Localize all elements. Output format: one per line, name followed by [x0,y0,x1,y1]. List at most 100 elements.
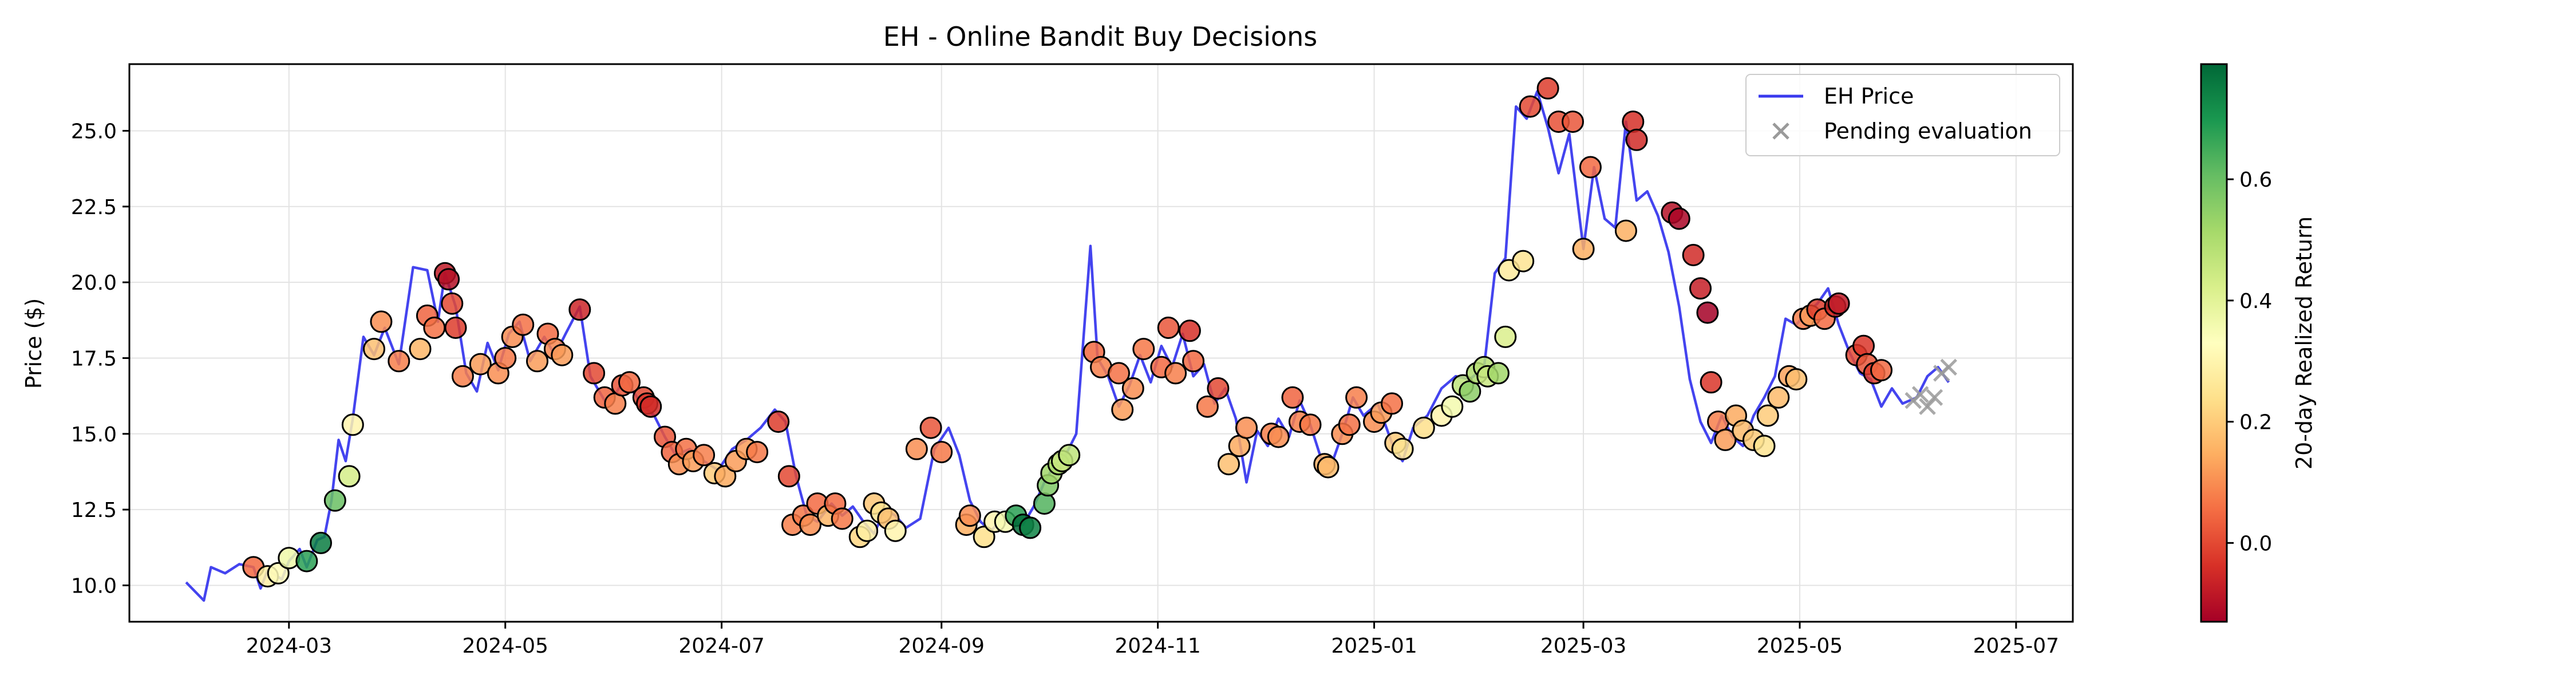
buy-marker [1281,386,1304,409]
buy-marker [1512,250,1535,273]
x-tick-label: 2024-11 [1115,634,1200,658]
buy-marker [1182,350,1205,373]
colorbar-tick-label: 0.6 [2239,168,2272,192]
colorbar-label: 20-day Realized Return [2291,216,2317,469]
legend-pending-x-swatch [1772,123,1789,140]
buy-marker [1345,386,1368,409]
buy-marker [1487,362,1510,385]
buy-marker [905,437,928,460]
buy-marker [831,507,854,530]
buy-marker [1696,301,1719,324]
buy-marker [746,441,769,464]
legend: EH Price Pending evaluation [1745,74,2060,156]
buy-marker [1132,338,1155,361]
buy-marker [1852,334,1875,357]
colorbar-ticks: 0.0 0.2 0.4 0.6 [2227,168,2272,555]
colorbar-tick-label: 0.0 [2239,532,2272,555]
buy-marker [618,371,641,394]
buy-marker [1412,416,1435,439]
x-tick-label: 2024-07 [678,634,764,658]
buy-marker [1218,453,1240,476]
x-tick-label: 2025-03 [1540,634,1626,658]
buy-marker [451,365,474,388]
buy-marker [1614,219,1637,242]
buy-marker [1753,435,1776,457]
legend-box [1745,74,2060,156]
buy-marker [1668,207,1690,230]
buy-marker [1756,404,1779,427]
buy-marker [370,310,393,333]
y-axis-label: Price ($) [21,298,46,389]
buy-marker [469,353,492,376]
buy-marker [1235,416,1258,439]
pending-marker-stroke [1911,386,1929,403]
buy-marker [444,317,467,339]
buy-marker [767,410,790,433]
buy-marker [799,514,821,536]
y-tick-label: 10.0 [71,574,117,598]
buy-marker [919,416,942,439]
buy-marker [512,313,535,336]
pending-marker-stroke [1940,358,1957,376]
buy-marker [1299,413,1322,436]
buy-marker [1164,362,1187,385]
colorbar: 0.0 0.2 0.4 0.6 20-day Realized Return [2200,63,2317,623]
buy-marker [494,347,517,369]
buy-marker [1157,317,1180,339]
buy-marker [1700,371,1722,394]
pending-markers-layer [1905,358,1957,415]
buy-marker [423,317,446,339]
buy-marker [295,550,318,572]
buy-marker [958,504,981,527]
buy-marker [1441,395,1464,418]
buy-marker [1625,128,1648,151]
buy-marker [1267,425,1290,448]
buy-marker [583,362,606,385]
buy-marker [388,350,410,373]
buy-marker [1767,386,1790,409]
buy-marker [323,489,346,512]
legend-entry-price: EH Price [1824,84,1914,109]
buy-marker [338,465,361,488]
buy-marker [1870,359,1893,382]
buy-marker [1494,325,1517,348]
buy-marker [1111,398,1134,421]
buy-marker [1827,292,1850,315]
buy-marker [341,413,364,436]
pending-marker [1940,358,1957,376]
x-tick-label: 2025-01 [1331,634,1417,658]
buy-marker [1682,244,1705,266]
buy-marker [1536,77,1559,100]
buy-marker [1058,444,1081,467]
pending-marker-stroke [1926,389,1943,406]
buy-marker [267,562,290,585]
x-tick-label: 2025-05 [1757,634,1843,658]
y-tick-label: 22.5 [71,196,117,219]
buy-marker [714,465,737,488]
buy-marker [884,519,907,542]
buy-marker [777,465,800,488]
buy-marker [930,441,953,464]
buy-marker [693,444,716,467]
buy-marker [856,519,879,542]
pending-marker [1911,386,1929,403]
buy-marker [1714,428,1737,451]
x-tick-label: 2024-05 [462,634,548,658]
buy-marker [437,268,460,291]
buy-marker [526,350,548,373]
buy-marker [363,338,385,361]
buy-marker [1108,362,1130,385]
buy-marker [1196,395,1219,418]
buy-marker [409,338,432,361]
y-tick-label: 20.0 [71,271,117,295]
x-tick-label: 2024-09 [899,634,985,658]
plot-frame [128,63,2074,623]
buy-marker [1207,377,1230,400]
buy-marker [1121,377,1144,400]
x-axis-ticks: 2024-03 2024-05 2024-07 2024-09 2024-11 2025-… [246,622,2059,658]
buy-marker [1381,392,1403,415]
y-tick-label: 17.5 [71,347,117,370]
buy-marker [1391,437,1414,460]
